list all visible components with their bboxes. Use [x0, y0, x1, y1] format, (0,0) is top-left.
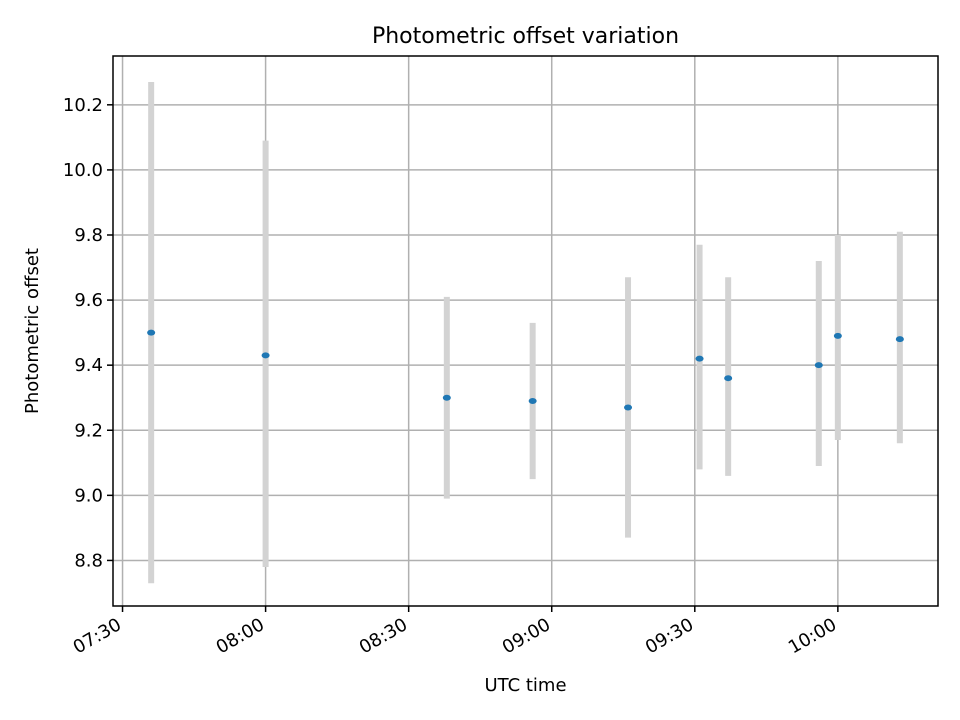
data-point	[261, 352, 270, 359]
data-points	[147, 329, 904, 411]
plot-frame	[112, 55, 939, 607]
grid	[113, 56, 938, 606]
data-point	[695, 355, 704, 362]
y-tick-label: 9.2	[74, 420, 103, 441]
y-tick-label: 9.4	[74, 355, 103, 376]
error-bars	[148, 82, 903, 584]
y-tick-label: 10.2	[63, 95, 103, 116]
x-tick-label: 08:00	[213, 614, 268, 658]
chart-title: Photometric offset variation	[372, 24, 679, 49]
data-point	[442, 394, 451, 401]
data-point	[724, 375, 733, 382]
x-tick-label: 10:00	[785, 614, 840, 658]
x-tick-label: 08:30	[356, 614, 411, 658]
x-tick-label: 09:00	[499, 614, 554, 658]
data-point	[624, 404, 633, 411]
x-axis: 07:30 08:00 08:30 09:00 09:30 10:00	[70, 606, 840, 658]
y-tick-label: 10.0	[63, 160, 103, 181]
y-tick-label: 9.6	[74, 290, 103, 311]
y-tick-label: 8.8	[74, 550, 103, 571]
y-axis-label: Photometric offset	[22, 248, 43, 414]
data-point	[528, 397, 537, 404]
y-axis: 8.8 9.0 9.2 9.4 9.6 9.8 10.0 10.2	[63, 95, 113, 571]
data-point	[833, 332, 842, 339]
x-axis-label: UTC time	[484, 675, 566, 696]
y-tick-label: 9.0	[74, 485, 103, 506]
data-point	[895, 336, 904, 343]
x-tick-label: 07:30	[70, 614, 125, 658]
x-tick-label: 09:30	[642, 614, 697, 658]
y-tick-label: 9.8	[74, 225, 103, 246]
data-point	[147, 329, 156, 336]
data-point	[814, 362, 823, 369]
